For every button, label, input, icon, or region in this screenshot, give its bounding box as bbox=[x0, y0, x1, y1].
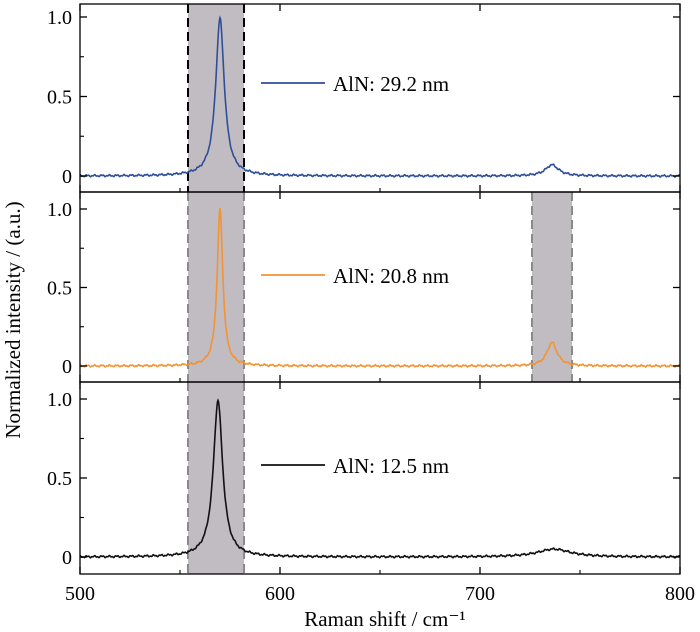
legend-layer: AlN: 29.2 nm AlN: 20.8 nm AlN: 12.5 nm bbox=[261, 72, 449, 478]
x-tick-label-2: 700 bbox=[465, 583, 495, 605]
legend-label-0: AlN: 29.2 nm bbox=[333, 72, 449, 96]
y-tick-label-0-2: 1.0 bbox=[47, 7, 72, 29]
legend-label-2: AlN: 12.5 nm bbox=[333, 454, 449, 478]
y-tick-label-2-0: 0 bbox=[62, 547, 72, 569]
y-tick-label-0-0: 0 bbox=[62, 166, 72, 188]
panel-frame-2 bbox=[79, 381, 681, 575]
y-tick-label-0-1: 0.5 bbox=[47, 87, 72, 109]
y-tick-label-1-2: 1.0 bbox=[47, 199, 72, 221]
x-tick-label-1: 600 bbox=[265, 583, 295, 605]
spectrum-line-2 bbox=[79, 398, 681, 559]
axes-layer: 0 0.5 1.0 0 0.5 1.0 0 0.5 1.0 500 600 700 800 bbox=[47, 3, 695, 605]
shaded-band-0-0 bbox=[188, 4, 244, 192]
x-tick-label-3: 800 bbox=[665, 583, 695, 605]
spectrum-line-0 bbox=[79, 15, 681, 178]
y-tick-label-1-1: 0.5 bbox=[47, 278, 72, 300]
y-tick-label-1-0: 0 bbox=[62, 356, 72, 378]
x-tick-label-0: 500 bbox=[65, 583, 95, 605]
legend-label-1: AlN: 20.8 nm bbox=[333, 264, 449, 288]
y-tick-label-2-2: 1.0 bbox=[47, 389, 72, 411]
spectrum-line-1 bbox=[79, 208, 681, 368]
panel-frame-0 bbox=[79, 3, 681, 193]
y-axis-title: Normalized intensity / (a.u.) bbox=[1, 201, 25, 438]
spectra-layer bbox=[79, 15, 681, 559]
x-axis-title: Raman shift / cm⁻¹ bbox=[304, 607, 465, 631]
shaded-band-1-1 bbox=[532, 192, 572, 382]
shaded-bands-layer bbox=[187, 4, 573, 574]
y-tick-label-2-1: 0.5 bbox=[47, 468, 72, 490]
